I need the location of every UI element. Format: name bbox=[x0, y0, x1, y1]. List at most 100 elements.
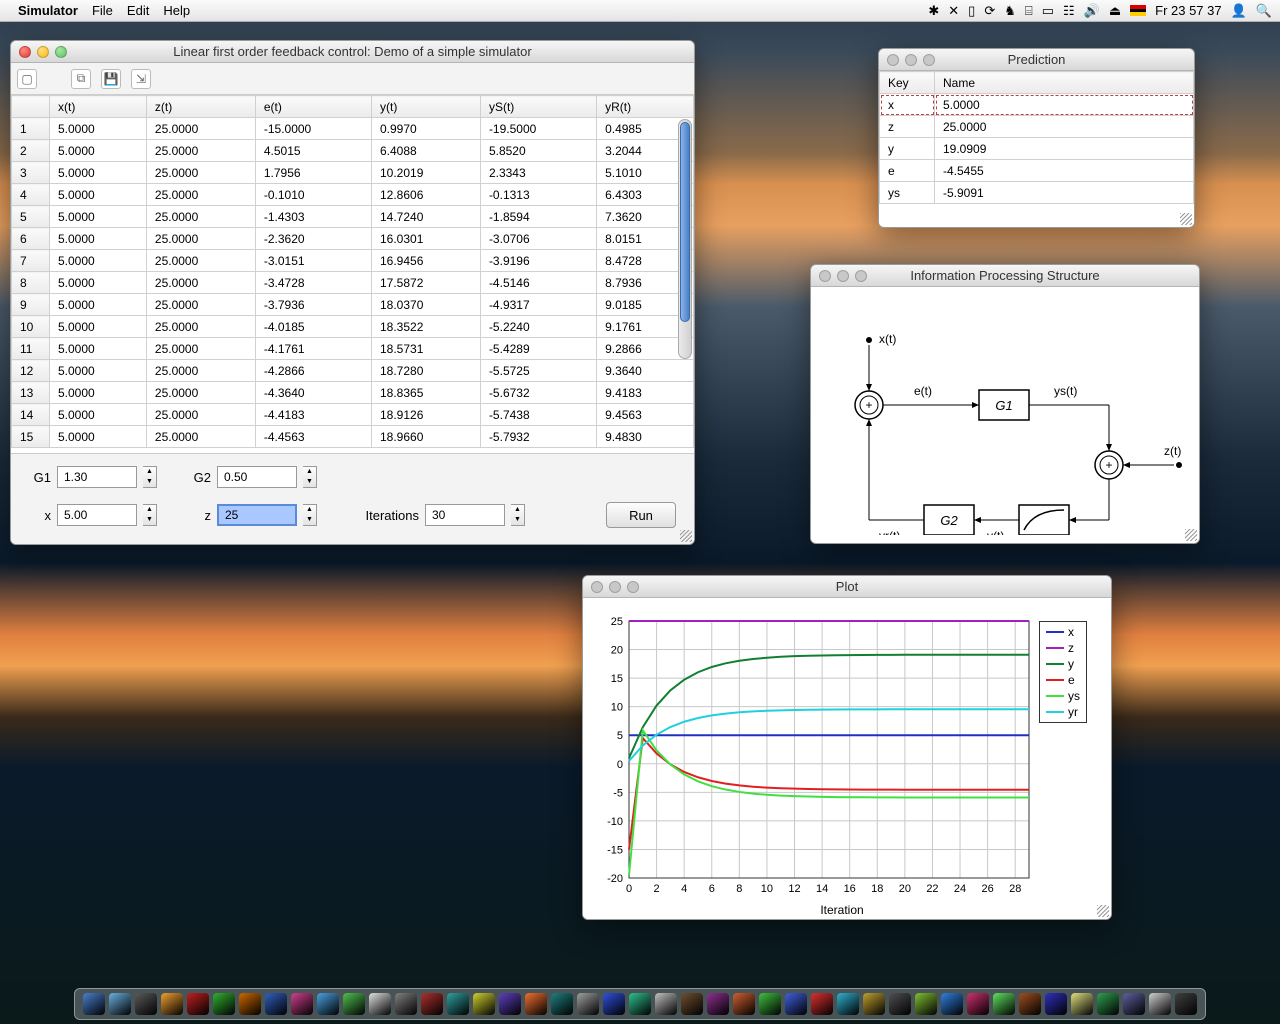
g1-input[interactable] bbox=[57, 466, 137, 488]
x-stepper[interactable]: ▲▼ bbox=[143, 504, 157, 526]
dock-app-icon[interactable] bbox=[135, 993, 157, 1015]
resize-grip[interactable] bbox=[680, 530, 692, 542]
dock-app-icon[interactable] bbox=[941, 993, 963, 1015]
dock-app-icon[interactable] bbox=[655, 993, 677, 1015]
dock-app-icon[interactable] bbox=[1123, 993, 1145, 1015]
dock-app-icon[interactable] bbox=[837, 993, 859, 1015]
column-header[interactable]: e(t) bbox=[255, 96, 371, 118]
column-header[interactable]: y(t) bbox=[371, 96, 480, 118]
dock-app-icon[interactable] bbox=[265, 993, 287, 1015]
zoom-icon[interactable] bbox=[855, 270, 867, 282]
close-icon[interactable] bbox=[591, 581, 603, 593]
z-stepper[interactable]: ▲▼ bbox=[303, 504, 317, 526]
z-input[interactable] bbox=[217, 504, 297, 526]
titlebar[interactable]: Information Processing Structure bbox=[811, 265, 1199, 287]
titlebar[interactable]: Linear first order feedback control: Dem… bbox=[11, 41, 694, 63]
tray-icon[interactable]: ▭ bbox=[1042, 3, 1054, 19]
menu-file[interactable]: File bbox=[92, 3, 113, 18]
table-row[interactable]: 85.000025.0000-3.472817.5872-4.51468.793… bbox=[12, 272, 694, 294]
new-doc-icon[interactable]: ▢ bbox=[17, 69, 37, 89]
dock-app-icon[interactable] bbox=[577, 993, 599, 1015]
column-header[interactable]: z(t) bbox=[146, 96, 255, 118]
table-row[interactable]: 115.000025.0000-4.176118.5731-5.42899.28… bbox=[12, 338, 694, 360]
table-row[interactable]: 95.000025.0000-3.793618.0370-4.93179.018… bbox=[12, 294, 694, 316]
dock-app-icon[interactable] bbox=[473, 993, 495, 1015]
minimize-icon[interactable] bbox=[37, 46, 49, 58]
dock-app-icon[interactable] bbox=[1097, 993, 1119, 1015]
dock-app-icon[interactable] bbox=[343, 993, 365, 1015]
table-row[interactable]: ys-5.9091 bbox=[880, 182, 1194, 204]
dock-app-icon[interactable] bbox=[447, 993, 469, 1015]
dock-app-icon[interactable] bbox=[733, 993, 755, 1015]
g2-stepper[interactable]: ▲▼ bbox=[303, 466, 317, 488]
titlebar[interactable]: Plot bbox=[583, 576, 1111, 598]
g1-stepper[interactable]: ▲▼ bbox=[143, 466, 157, 488]
spotlight-icon[interactable]: 🔍 bbox=[1256, 3, 1272, 19]
table-row[interactable]: 25.000025.00004.50156.40885.85203.2044 bbox=[12, 140, 694, 162]
dock-app-icon[interactable] bbox=[1071, 993, 1093, 1015]
table-row[interactable]: 105.000025.0000-4.018518.3522-5.22409.17… bbox=[12, 316, 694, 338]
dock-app-icon[interactable] bbox=[1175, 993, 1197, 1015]
tray-icon[interactable]: ✕ bbox=[948, 3, 959, 19]
table-row[interactable]: z25.0000 bbox=[880, 116, 1194, 138]
table-row[interactable]: 145.000025.0000-4.418318.9126-5.74389.45… bbox=[12, 404, 694, 426]
dock-app-icon[interactable] bbox=[811, 993, 833, 1015]
minimize-icon[interactable] bbox=[609, 581, 621, 593]
dock-app-icon[interactable] bbox=[239, 993, 261, 1015]
dock-app-icon[interactable] bbox=[785, 993, 807, 1015]
table-row[interactable]: 15.000025.0000-15.00000.9970-19.50000.49… bbox=[12, 118, 694, 140]
close-icon[interactable] bbox=[19, 46, 31, 58]
dock-app-icon[interactable] bbox=[707, 993, 729, 1015]
table-row[interactable]: y19.0909 bbox=[880, 138, 1194, 160]
menu-edit[interactable]: Edit bbox=[127, 3, 149, 18]
table-row[interactable]: x5.0000 bbox=[880, 94, 1194, 116]
dock-app-icon[interactable] bbox=[1045, 993, 1067, 1015]
minimize-icon[interactable] bbox=[905, 54, 917, 66]
iter-input[interactable] bbox=[425, 504, 505, 526]
dock-app-icon[interactable] bbox=[395, 993, 417, 1015]
table-row[interactable]: 65.000025.0000-2.362016.0301-3.07068.015… bbox=[12, 228, 694, 250]
dock-app-icon[interactable] bbox=[187, 993, 209, 1015]
table-row[interactable]: 125.000025.0000-4.286618.7280-5.57259.36… bbox=[12, 360, 694, 382]
dock-app-icon[interactable] bbox=[369, 993, 391, 1015]
input-flag-icon[interactable] bbox=[1130, 5, 1146, 16]
dock-app-icon[interactable] bbox=[1019, 993, 1041, 1015]
run-button[interactable]: Run bbox=[606, 502, 676, 528]
resize-grip[interactable] bbox=[1180, 213, 1192, 225]
volume-icon[interactable]: 🔊 bbox=[1084, 3, 1100, 19]
column-header[interactable]: yS(t) bbox=[480, 96, 596, 118]
dock-app-icon[interactable] bbox=[317, 993, 339, 1015]
menu-help[interactable]: Help bbox=[163, 3, 190, 18]
scrollbar[interactable] bbox=[678, 119, 692, 359]
dock-app-icon[interactable] bbox=[291, 993, 313, 1015]
table-row[interactable]: 55.000025.0000-1.430314.7240-1.85947.362… bbox=[12, 206, 694, 228]
dock-app-icon[interactable] bbox=[759, 993, 781, 1015]
zoom-icon[interactable] bbox=[923, 54, 935, 66]
column-header[interactable] bbox=[12, 96, 50, 118]
table-row[interactable]: 155.000025.0000-4.456318.9660-5.79329.48… bbox=[12, 426, 694, 448]
dock-app-icon[interactable] bbox=[967, 993, 989, 1015]
export-icon[interactable]: ⇲ bbox=[131, 69, 151, 89]
table-row[interactable]: 75.000025.0000-3.015116.9456-3.91968.472… bbox=[12, 250, 694, 272]
tray-icon[interactable]: ☷ bbox=[1063, 3, 1075, 19]
column-header[interactable]: Key bbox=[880, 72, 935, 94]
resize-grip[interactable] bbox=[1097, 905, 1109, 917]
user-icon[interactable]: 👤 bbox=[1231, 3, 1247, 19]
minimize-icon[interactable] bbox=[837, 270, 849, 282]
dock-app-icon[interactable] bbox=[603, 993, 625, 1015]
dock-app-icon[interactable] bbox=[889, 993, 911, 1015]
column-header[interactable]: yR(t) bbox=[597, 96, 694, 118]
dock-app-icon[interactable] bbox=[161, 993, 183, 1015]
tray-icon[interactable]: ✱ bbox=[928, 3, 939, 19]
table-row[interactable]: e-4.5455 bbox=[880, 160, 1194, 182]
dock-app-icon[interactable] bbox=[863, 993, 885, 1015]
dock-app-icon[interactable] bbox=[421, 993, 443, 1015]
copy-icon[interactable]: ⧉ bbox=[71, 69, 91, 89]
dock-app-icon[interactable] bbox=[915, 993, 937, 1015]
table-row[interactable]: 135.000025.0000-4.364018.8365-5.67329.41… bbox=[12, 382, 694, 404]
eject-icon[interactable]: ⏏ bbox=[1109, 3, 1121, 19]
dock-app-icon[interactable] bbox=[213, 993, 235, 1015]
dock-app-icon[interactable] bbox=[993, 993, 1015, 1015]
tray-icon[interactable]: ♞ bbox=[1004, 3, 1016, 19]
zoom-icon[interactable] bbox=[55, 46, 67, 58]
